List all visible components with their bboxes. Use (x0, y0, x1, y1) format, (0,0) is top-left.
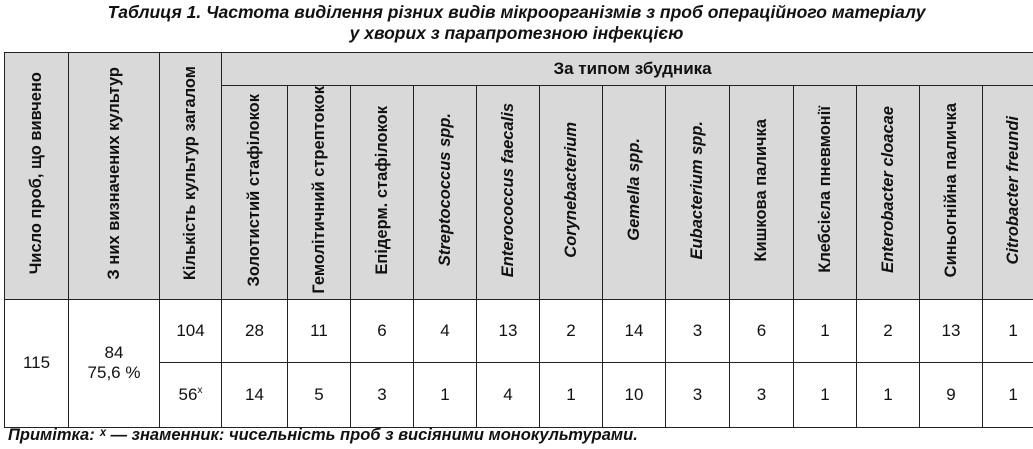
value-cell: 14 (602, 298, 666, 363)
value-cell: 1 (539, 361, 603, 428)
header-total: Кількість культур загалом (159, 52, 222, 300)
header-pathogen-label: Кишкова паличка (752, 118, 770, 262)
value-cell: 2 (856, 298, 920, 363)
total-value: 104 (176, 320, 205, 340)
value-cell: 4 (413, 298, 477, 363)
value-cell: 3 (350, 361, 414, 428)
total-cell: 56x (159, 361, 222, 428)
value-cell: 14 (221, 361, 288, 428)
value-cell: 1 (981, 361, 1033, 428)
value-cell: 5 (287, 361, 351, 428)
header-pathogen: Синьогнійна паличка (919, 85, 983, 300)
value-cell: 4 (476, 361, 540, 428)
value-cell: 6 (350, 298, 414, 363)
header-pathogen-label: Клебсієла пневмонії (815, 106, 834, 274)
header-pathogen-label: Гемолітичний стрептокок (309, 86, 328, 294)
total-footnote-mark: x (197, 384, 203, 396)
header-pathogen-label: Enterococcus faecalis (498, 102, 517, 277)
value-cell: 13 (476, 298, 540, 363)
value-cell: 3 (729, 361, 794, 428)
value-cell: 1 (856, 361, 920, 428)
header-pathogen: Золотистий стафілокок (221, 85, 288, 300)
caption-line-2: у хворих з парапротезною інфекцією (349, 23, 684, 43)
table-row: 56x 14 5 3 1 4 1 10 3 3 1 1 9 1 (5, 361, 1033, 428)
header-pathogen-label: Enterobacter cloacae (878, 106, 897, 274)
value-cell: 6 (729, 298, 794, 363)
header-pathogen-label: Золотистий стафілокок (245, 93, 263, 287)
header-pathogen: Streptococcus spp. (413, 85, 477, 300)
header-samples-label: Число проб, що вивчено (27, 72, 45, 275)
value-cell: 3 (665, 361, 730, 428)
value-cell: 1 (413, 361, 477, 428)
header-pathogen-label: Citrobacter freundi (1003, 115, 1022, 265)
header-pathogen: Citrobacter freundi (981, 85, 1033, 300)
header-samples: Число проб, що вивчено (4, 52, 69, 300)
value-cell: 2 (539, 298, 603, 363)
header-pathogen-label: Синьогнійна паличка (941, 102, 960, 277)
header-pathogen: Gemella spp. (602, 85, 666, 300)
header-identified: З них визначених культур (68, 52, 160, 300)
value-cell: 1 (793, 361, 857, 428)
identified-cell: 84 75,6 % (68, 298, 160, 428)
samples-cell: 115 (4, 298, 69, 428)
header-pathogen: Кишкова паличка (729, 85, 794, 300)
identified-count: 84 (104, 343, 124, 363)
header-pathogen: Eubacterium spp. (665, 85, 730, 300)
header-pathogen-label: Corynebacterium (561, 121, 580, 258)
value-cell: 1 (981, 298, 1033, 363)
header-total-label: Кількість культур загалом (181, 66, 199, 281)
header-identified-label: З них визначених культур (104, 67, 123, 280)
value-cell: 10 (602, 361, 666, 428)
total-cell: 104 (159, 298, 222, 363)
value-cell: 11 (287, 298, 351, 363)
total-value: 56 (178, 384, 198, 404)
header-pathogen-label: Gemella spp. (624, 138, 643, 242)
header-pathogen-label: Streptococcus spp. (435, 113, 454, 267)
value-cell: 28 (221, 298, 288, 363)
table-row: 115 84 75,6 % 104 28 11 6 4 13 2 14 3 6 1 2 13 1 (4, 298, 1033, 428)
header-group: За типом збудника (220, 52, 1033, 86)
table-caption: Таблиця 1. Частота виділення різних виді… (0, 2, 1033, 44)
value-cell: 3 (665, 298, 730, 363)
data-table: Число проб, що вивчено З них визначених … (4, 52, 1033, 428)
header-pathogen: Клебсієла пневмонії (793, 85, 857, 300)
header-pathogen: Corynebacterium (539, 85, 603, 300)
header-pathogen: Enterobacter cloacae (856, 85, 920, 300)
header-pathogen-label: Епідерм. стафілокок (372, 105, 391, 275)
footnote: Примітка: ˣ — знаменник: чисельність про… (8, 426, 638, 444)
header-pathogen: Епідерм. стафілокок (350, 85, 414, 300)
pathogen-header-row: Золотистий стафілокок Гемолітичний стрепт… (5, 85, 1033, 300)
header-pathogen: Enterococcus faecalis (476, 85, 540, 300)
caption-line-1: Таблиця 1. Частота виділення різних виді… (107, 2, 926, 22)
header-pathogen-label: Eubacterium spp. (688, 120, 706, 260)
header-pathogen: Гемолітичний стрептокок (287, 85, 351, 300)
value-cell: 1 (793, 298, 857, 363)
value-cell: 13 (919, 298, 983, 363)
value-cell: 9 (919, 361, 983, 428)
identified-percent: 75,6 % (87, 363, 141, 383)
